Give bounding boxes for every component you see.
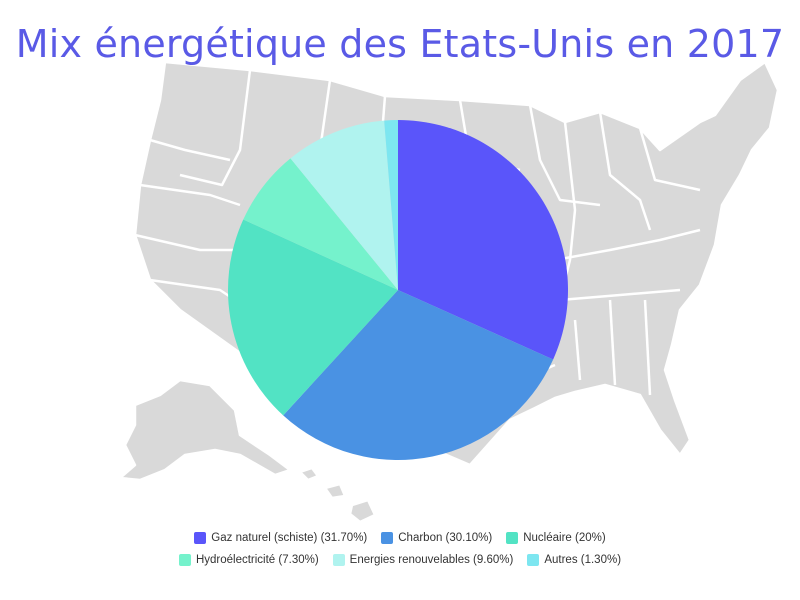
pie-slice-hydroelectricite[interactable] (243, 158, 398, 290)
legend-label-nucleaire: Nucléaire (20%) (523, 532, 606, 544)
legend-item-autres[interactable]: Autres (1.30%) (527, 554, 621, 566)
pie-slice-gaz-naturel-schiste[interactable] (398, 120, 569, 360)
legend-row-1: Gaz naturel (schiste) (31.70%) Charbon (… (0, 527, 800, 549)
alaska-shape (118, 378, 292, 482)
legend-swatch-gaz-naturel (194, 532, 207, 544)
pie-chart (228, 120, 569, 461)
legend-item-nucleaire[interactable]: Nucléaire (20%) (506, 532, 606, 544)
pie-slice-charbon[interactable] (283, 290, 554, 461)
legend-swatch-energies-renouvelables (332, 554, 345, 566)
legend: Gaz naturel (schiste) (31.70%) Charbon (… (0, 527, 800, 571)
chart-title: Mix énergétique des Etats-Unis en 2017 (15, 22, 785, 66)
legend-label-gaz-naturel: Gaz naturel (schiste) (31.70%) (211, 532, 368, 544)
hawaii-shape (298, 466, 377, 524)
legend-swatch-autres (527, 554, 540, 566)
legend-item-charbon[interactable]: Charbon (30.10%) (381, 532, 492, 544)
legend-swatch-hydroelectricite (178, 554, 191, 566)
pie-slice-energies-renouvelables[interactable] (290, 120, 398, 290)
legend-swatch-charbon (381, 532, 394, 544)
legend-item-hydroelectricite[interactable]: Hydroélectricité (7.30%) (178, 554, 319, 566)
legend-item-gaz-naturel[interactable]: Gaz naturel (schiste) (31.70%) (194, 532, 367, 544)
legend-label-energies-renouvelables: Energies renouvelables (9.60%) (349, 554, 514, 566)
legend-label-charbon: Charbon (30.10%) (398, 532, 493, 544)
legend-swatch-nucleaire (506, 532, 519, 544)
legend-item-energies-renouvelables[interactable]: Energies renouvelables (9.60%) (332, 554, 514, 566)
pie-slice-autres[interactable] (384, 120, 398, 290)
legend-label-hydroelectricite: Hydroélectricité (7.30%) (195, 554, 319, 566)
legend-label-autres: Autres (1.30%) (544, 554, 622, 566)
pie-slice-nucleaire[interactable] (228, 219, 398, 416)
legend-row-2: Hydroélectricité (7.30%) Energies renouv… (0, 549, 800, 571)
